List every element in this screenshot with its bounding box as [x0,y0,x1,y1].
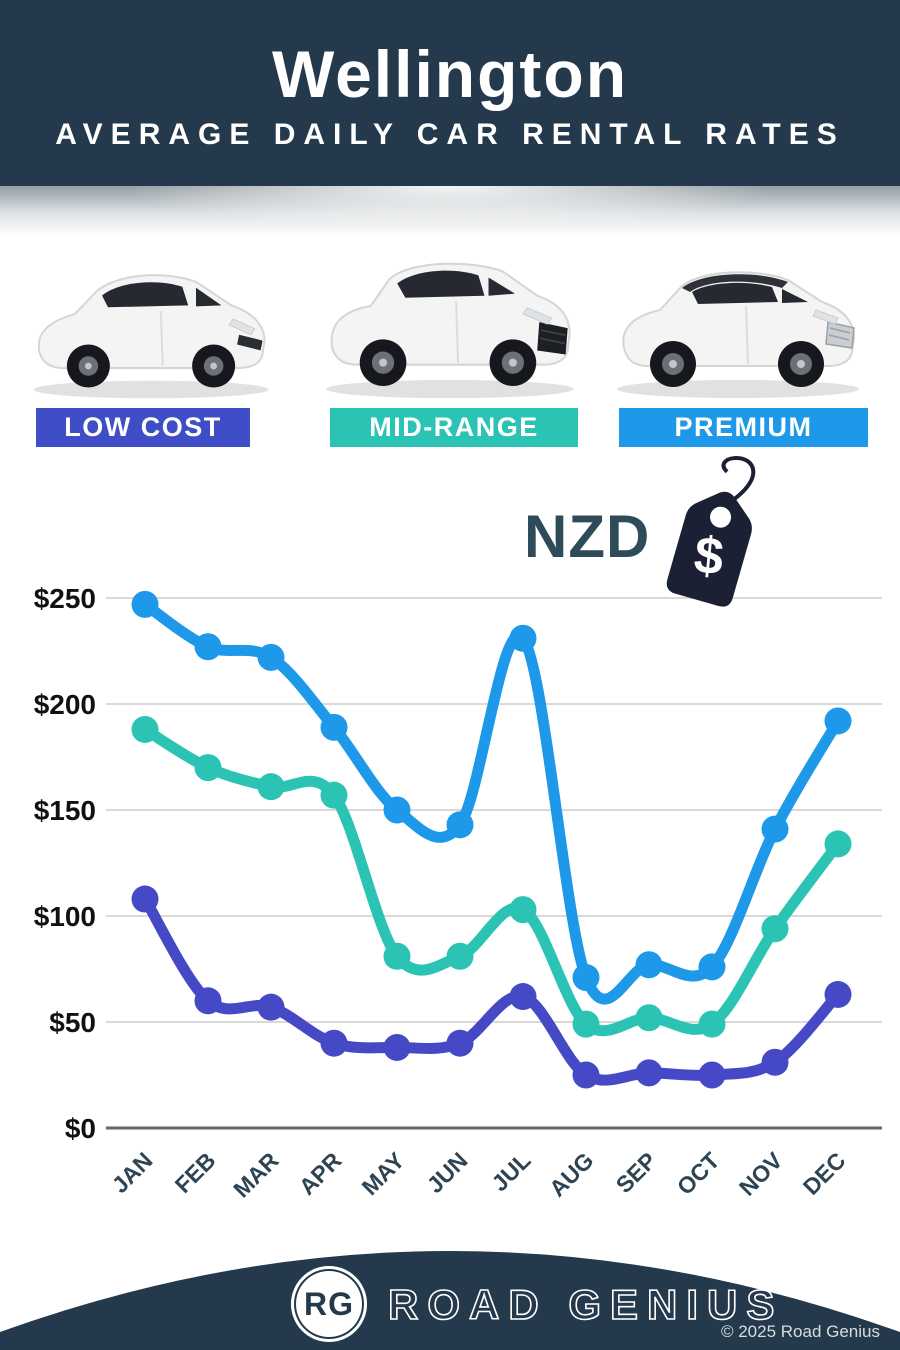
chart-point-low-cost-may [383,1033,411,1061]
rental-rates-line-chart: $0 $50 $100 $150 $200 $250 JAN FEB MAR APR MAY JUN J… [34,583,882,1203]
legend-bar-low-cost: LOW COST [36,408,250,447]
page-title: Wellington [271,37,629,112]
chart-point-mid-range-sep [635,1004,663,1032]
y-tick-label: $250 [34,583,96,614]
chart-point-mid-range-oct [698,1010,726,1038]
chart-point-mid-range-apr [320,781,348,809]
footer: RG ROAD GENIUS © 2025 Road Genius [0,1240,900,1350]
chart-point-low-cost-jan [131,885,159,913]
chart-point-low-cost-feb [194,987,222,1015]
chart-point-mid-range-feb [194,754,222,782]
y-tick-label: $0 [65,1113,96,1144]
chart-point-premium-aug [572,963,600,991]
chart-point-premium-dec [824,707,852,735]
x-tick-label-may: MAY [357,1147,410,1200]
chart-point-low-cost-nov [761,1048,789,1076]
car-images-row [0,226,900,408]
x-tick-label-sep: SEP [611,1147,662,1198]
chart-point-low-cost-jul [509,983,537,1011]
x-tick-label-mar: MAR [228,1147,284,1203]
legend-bar-mid-range: MID-RANGE [330,408,578,447]
currency-label: NZD [524,503,651,570]
legend-label-premium: PREMIUM [674,412,813,442]
metallic-gradient-strip [0,186,900,246]
price-tag-icon: $ [666,456,756,607]
chart-point-low-cost-apr [320,1029,348,1057]
y-tick-label: $50 [49,1007,96,1038]
chart-point-mid-range-may [383,942,411,970]
page-subtitle: AVERAGE DAILY CAR RENTAL RATES [55,117,845,151]
y-tick-label: $100 [34,901,96,932]
rental-rates-chart-area: $0 $50 $100 $150 $200 $250 JAN FEB MAR APR MAY JUN J… [0,560,900,1220]
header-banner: Wellington AVERAGE DAILY CAR RENTAL RATE… [0,0,900,186]
svg-text:$: $ [691,526,726,587]
x-tick-label-dec: DEC [798,1147,851,1200]
chart-point-low-cost-aug [572,1061,600,1089]
chart-point-premium-may [383,796,411,824]
x-tick-label-jan: JAN [107,1147,158,1198]
chart-point-low-cost-jun [446,1029,474,1057]
chart-line-premium [139,598,844,1005]
chart-point-mid-range-jun [446,942,474,970]
legend-bar-premium: PREMIUM [619,408,868,447]
chart-point-premium-jul [509,624,537,652]
y-tick-label: $150 [34,795,96,826]
x-tick-label-aug: AUG [544,1147,599,1202]
chart-point-premium-mar [257,643,285,671]
chart-point-premium-jun [446,811,474,839]
y-tick-label: $200 [34,689,96,720]
chart-point-premium-oct [698,953,726,981]
chart-point-low-cost-sep [635,1059,663,1087]
chart-point-mid-range-jul [509,896,537,924]
footer-dome-background [0,1251,900,1350]
chart-point-low-cost-dec [824,980,852,1008]
logo-monogram: RG [304,1285,354,1322]
chart-point-premium-apr [320,713,348,741]
x-tick-label-jul: JUL [486,1147,535,1196]
road-genius-logo: RG [291,1266,367,1342]
chart-point-premium-jan [131,590,159,618]
x-tick-label-jun: JUN [422,1147,473,1198]
chart-point-premium-feb [194,633,222,661]
chart-line-mid-range [139,723,844,1037]
chart-point-mid-range-nov [761,915,789,943]
x-tick-label-feb: FEB [170,1147,221,1198]
chart-point-premium-sep [635,951,663,979]
x-tick-label-oct: OCT [672,1147,725,1200]
chart-point-mid-range-jan [131,715,159,743]
premium-suv-car-image [617,271,859,398]
chart-point-premium-nov [761,815,789,843]
chart-point-mid-range-aug [572,1010,600,1038]
legend-label-mid-range: MID-RANGE [369,412,539,442]
mid-range-suv-car-image [326,262,574,399]
brand-name: ROAD GENIUS [387,1280,784,1329]
x-tick-label-apr: APR [294,1147,347,1200]
chart-point-low-cost-mar [257,993,285,1021]
chart-point-mid-range-mar [257,773,285,801]
low-cost-hatchback-car-image [33,274,269,399]
chart-point-low-cost-oct [698,1061,726,1089]
copyright-text: © 2025 Road Genius [720,1322,880,1341]
x-tick-label-nov: NOV [734,1147,788,1201]
chart-point-mid-range-dec [824,830,852,858]
legend-label-low-cost: LOW COST [64,412,222,442]
